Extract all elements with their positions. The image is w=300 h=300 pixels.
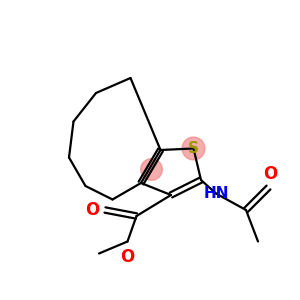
Text: O: O [85,201,100,219]
Text: O: O [120,248,135,266]
Text: S: S [188,141,199,156]
Text: HN: HN [203,186,229,201]
Circle shape [182,137,205,160]
Text: O: O [263,165,277,183]
Circle shape [141,159,162,180]
